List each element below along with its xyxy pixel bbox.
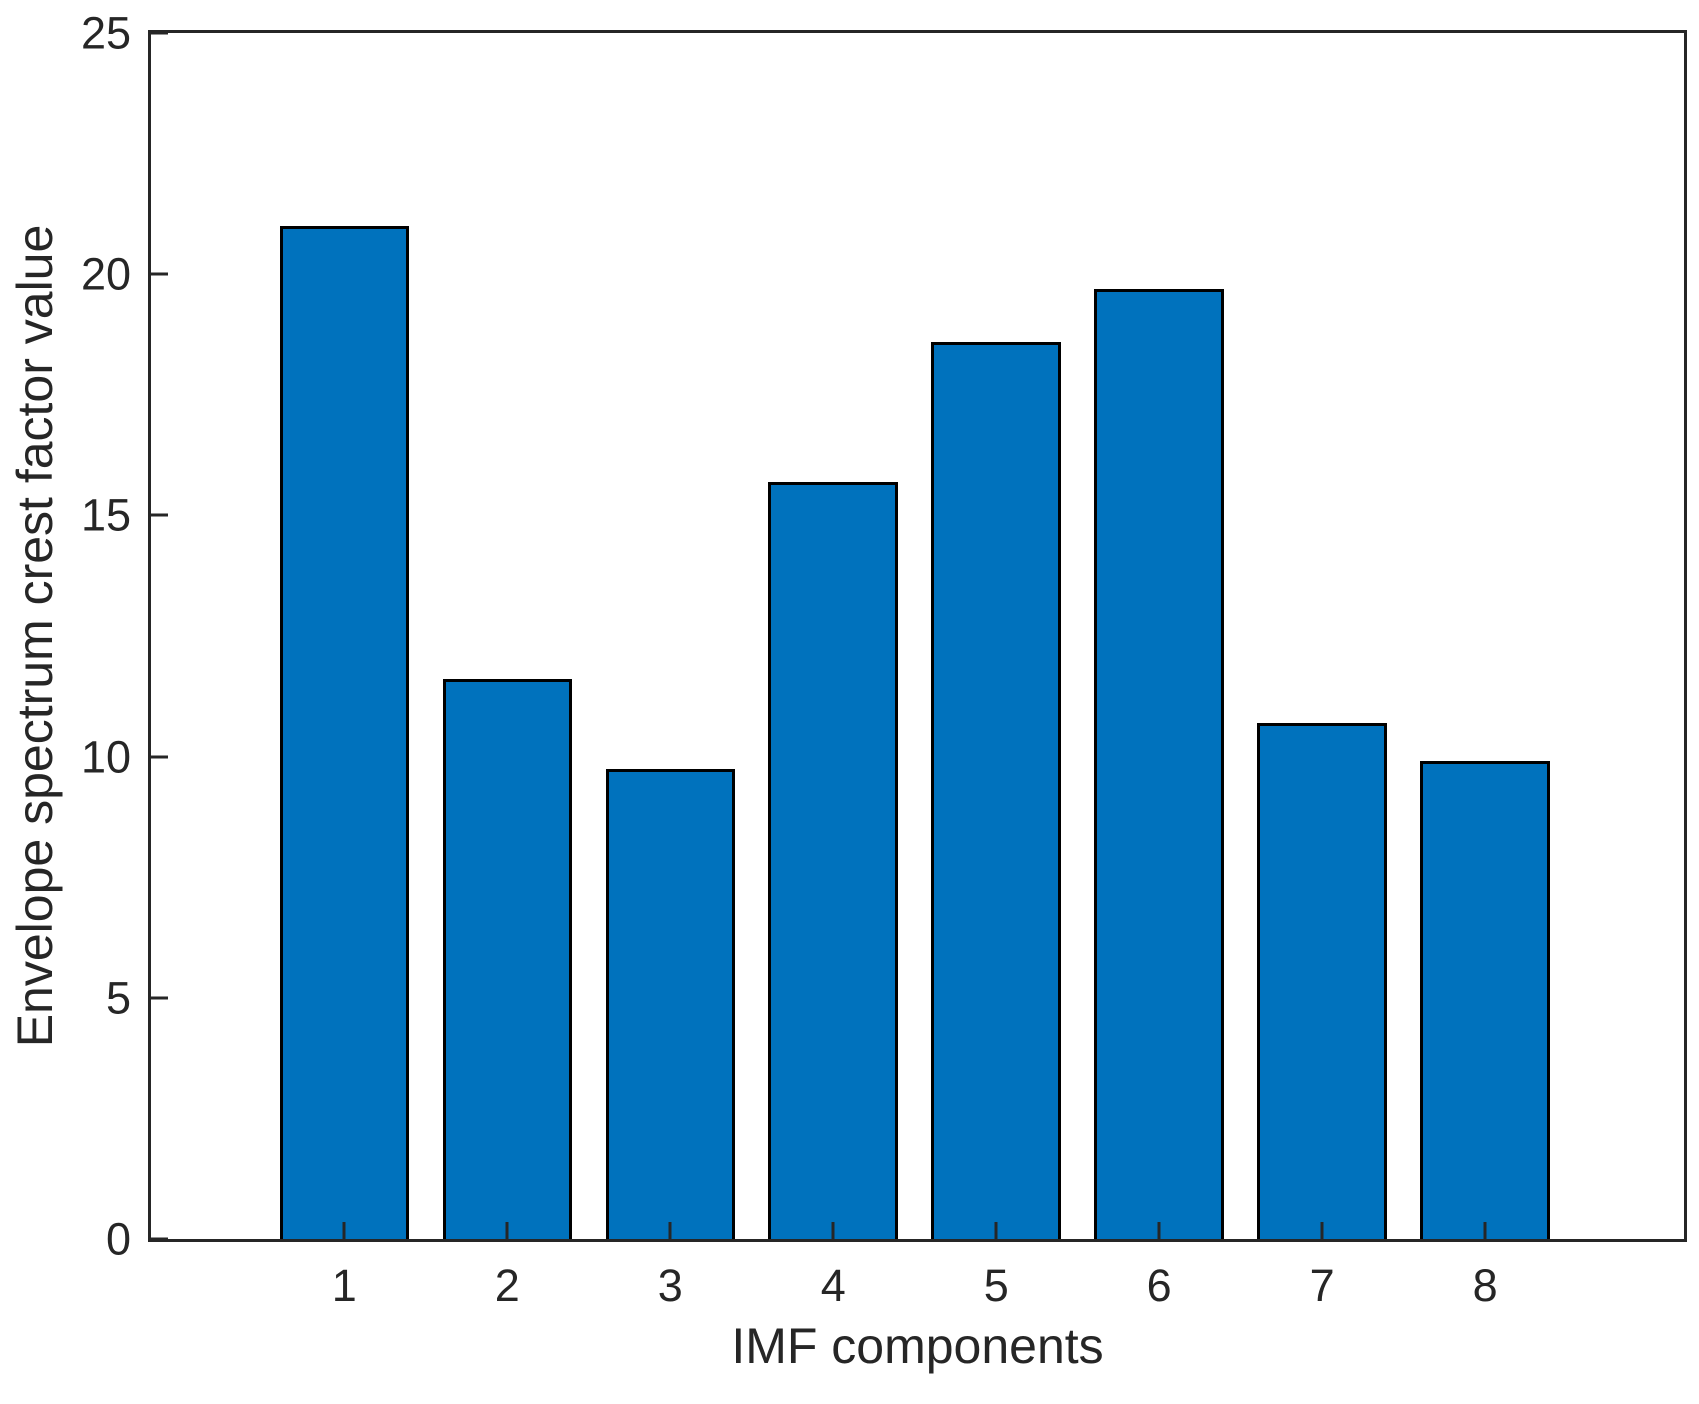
y-tick-label-0: 0 — [105, 1213, 131, 1265]
x-tick-label-1: 1 — [331, 1260, 357, 1311]
x-axis-title: IMF components — [731, 1318, 1104, 1374]
bar-imf-4 — [768, 481, 898, 1239]
x-tick-label-6: 6 — [1146, 1260, 1172, 1311]
bar-imf-3 — [605, 768, 735, 1239]
y-tick-mark-10 — [151, 755, 168, 759]
y-tick-mark-15 — [151, 513, 168, 517]
bar-imf-1 — [279, 225, 410, 1239]
x-tick-mark-5 — [994, 1222, 998, 1239]
x-tick-mark-7 — [1320, 1222, 1324, 1239]
x-tick-label-3: 3 — [657, 1260, 683, 1311]
y-axis-title: Envelope spectrum crest factor value — [7, 224, 63, 1048]
y-tick-mark-5 — [151, 996, 168, 1000]
x-tick-mark-1 — [342, 1222, 346, 1239]
x-tick-mark-2 — [505, 1222, 509, 1239]
bar-imf-2 — [442, 679, 573, 1239]
x-tick-label-8: 8 — [1472, 1260, 1498, 1311]
x-tick-mark-4 — [831, 1222, 835, 1239]
x-tick-label-2: 2 — [494, 1260, 520, 1311]
bar-imf-6 — [1094, 288, 1224, 1239]
y-tick-label-25: 25 — [80, 7, 131, 59]
x-tick-label-4: 4 — [820, 1260, 846, 1311]
y-tick-label-15: 15 — [80, 489, 131, 541]
y-tick-label-5: 5 — [105, 972, 131, 1024]
y-tick-label-10: 10 — [80, 731, 131, 783]
y-tick-label-20: 20 — [80, 248, 131, 300]
y-tick-mark-25 — [151, 31, 168, 35]
y-tick-mark-20 — [151, 272, 168, 276]
y-tick-mark-0 — [151, 1237, 168, 1241]
x-tick-mark-3 — [668, 1222, 672, 1239]
bar-imf-5 — [931, 341, 1061, 1239]
bar-imf-7 — [1257, 722, 1387, 1239]
x-tick-mark-8 — [1483, 1222, 1487, 1239]
bar-imf-8 — [1420, 761, 1550, 1239]
x-tick-label-7: 7 — [1309, 1260, 1335, 1311]
x-tick-mark-6 — [1157, 1222, 1161, 1239]
x-tick-label-5: 5 — [983, 1260, 1009, 1311]
